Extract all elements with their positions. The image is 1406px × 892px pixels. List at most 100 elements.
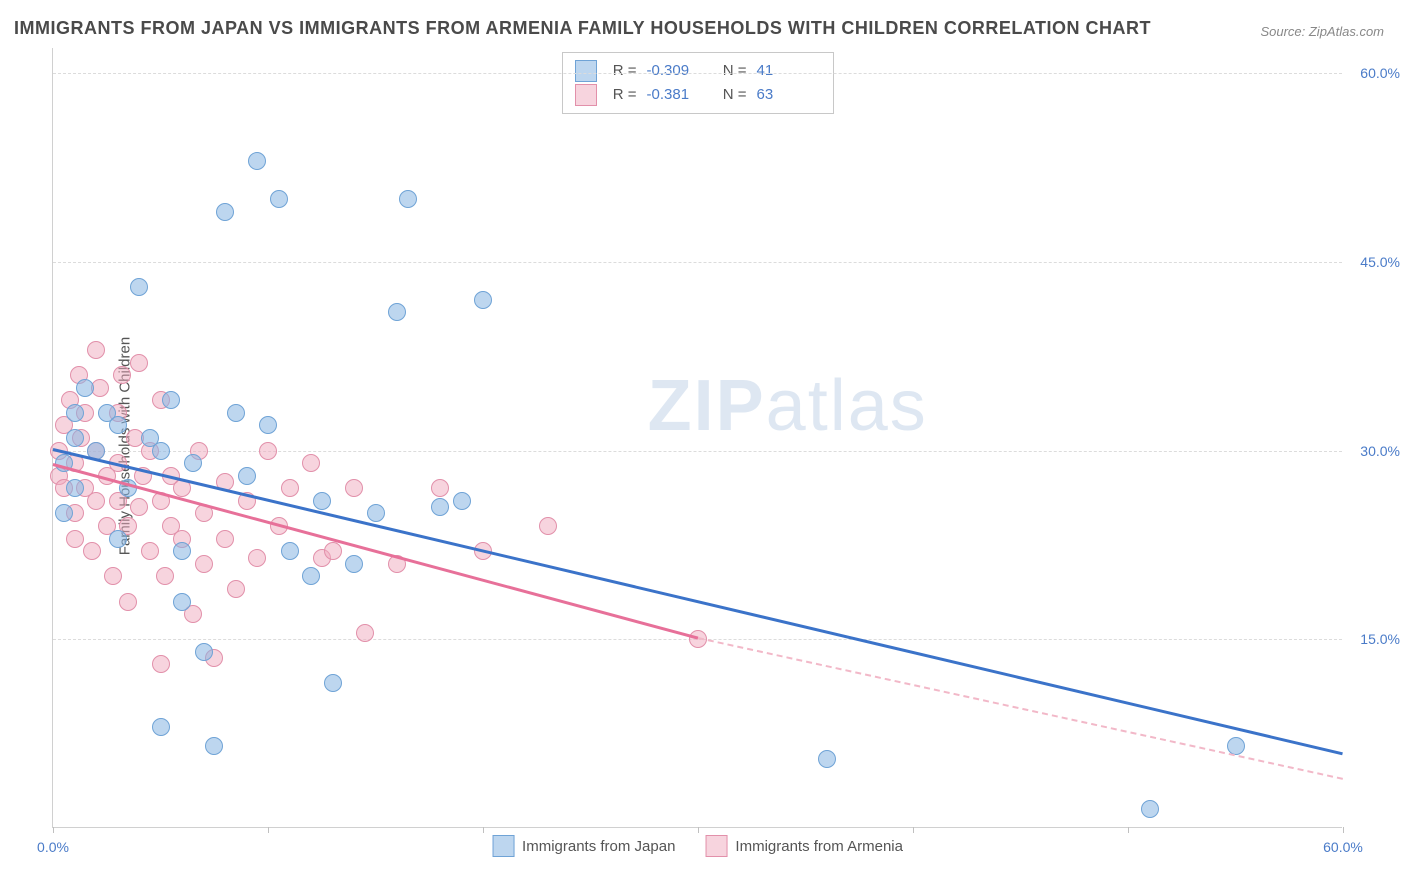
scatter-point-japan <box>259 416 277 434</box>
scatter-point-armenia <box>119 593 137 611</box>
scatter-point-armenia <box>431 479 449 497</box>
scatter-point-japan <box>162 391 180 409</box>
chart-title: IMMIGRANTS FROM JAPAN VS IMMIGRANTS FROM… <box>14 18 1151 39</box>
correlation-stats-box: R = -0.309 N = 41 R = -0.381 N = 63 <box>562 52 834 114</box>
scatter-point-japan <box>173 542 191 560</box>
scatter-point-armenia <box>83 542 101 560</box>
scatter-point-armenia <box>227 580 245 598</box>
stats-n-value: 63 <box>757 83 817 107</box>
scatter-point-japan <box>66 479 84 497</box>
scatter-point-japan <box>238 467 256 485</box>
scatter-point-japan <box>152 718 170 736</box>
x-tick-mark <box>53 827 54 833</box>
stats-swatch-blue <box>575 60 597 82</box>
x-tick-mark <box>268 827 269 833</box>
scatter-point-japan <box>184 454 202 472</box>
scatter-point-armenia <box>356 624 374 642</box>
scatter-point-japan <box>216 203 234 221</box>
x-tick-mark <box>483 827 484 833</box>
scatter-point-armenia <box>113 366 131 384</box>
gridline-h <box>53 73 1342 74</box>
stats-r-value: -0.309 <box>647 59 707 83</box>
scatter-point-japan <box>324 674 342 692</box>
scatter-point-japan <box>66 404 84 422</box>
scatter-point-armenia <box>87 492 105 510</box>
scatter-point-armenia <box>141 542 159 560</box>
scatter-point-japan <box>302 567 320 585</box>
stats-r-label: R = <box>607 59 637 83</box>
scatter-point-japan <box>66 429 84 447</box>
scatter-point-armenia <box>248 549 266 567</box>
trendline-armenia-dashed <box>698 637 1343 780</box>
trendline-japan <box>53 448 1344 755</box>
scatter-point-armenia <box>259 442 277 460</box>
scatter-point-japan <box>313 492 331 510</box>
legend-label-japan: Immigrants from Japan <box>522 838 675 855</box>
x-tick-mark <box>1128 827 1129 833</box>
y-tick-label: 60.0% <box>1360 65 1400 81</box>
scatter-point-japan <box>345 555 363 573</box>
scatter-point-armenia <box>130 354 148 372</box>
scatter-point-armenia <box>87 341 105 359</box>
scatter-point-japan <box>431 498 449 516</box>
legend-swatch-pink <box>705 835 727 857</box>
scatter-point-armenia <box>152 655 170 673</box>
x-tick-mark <box>1343 827 1344 833</box>
scatter-point-japan <box>109 530 127 548</box>
stats-row: R = -0.381 N = 63 <box>575 83 817 107</box>
source-attribution: Source: ZipAtlas.com <box>1260 24 1384 39</box>
scatter-point-japan <box>281 542 299 560</box>
scatter-point-japan <box>474 291 492 309</box>
scatter-point-armenia <box>130 498 148 516</box>
plot-area: ZIPatlas R =-0.309N =41R =-0.381N =63 Im… <box>52 48 1342 828</box>
scatter-point-armenia <box>302 454 320 472</box>
scatter-point-japan <box>248 152 266 170</box>
y-tick-label: 45.0% <box>1360 254 1400 270</box>
stats-n-label: N = <box>717 83 747 107</box>
gridline-h <box>53 451 1342 452</box>
scatter-point-japan <box>109 416 127 434</box>
watermark: ZIPatlas <box>648 365 928 447</box>
scatter-point-japan <box>130 278 148 296</box>
stats-n-value: 41 <box>757 59 817 83</box>
scatter-point-armenia <box>281 479 299 497</box>
x-tick-label: 60.0% <box>1323 839 1363 855</box>
scatter-point-japan <box>270 190 288 208</box>
scatter-point-japan <box>399 190 417 208</box>
x-tick-mark <box>913 827 914 833</box>
legend-label-armenia: Immigrants from Armenia <box>735 838 903 855</box>
scatter-point-japan <box>388 303 406 321</box>
scatter-point-armenia <box>216 530 234 548</box>
gridline-h <box>53 262 1342 263</box>
scatter-point-japan <box>195 643 213 661</box>
scatter-point-armenia <box>156 567 174 585</box>
x-tick-mark <box>698 827 699 833</box>
scatter-point-japan <box>1141 800 1159 818</box>
scatter-point-japan <box>205 737 223 755</box>
scatter-point-armenia <box>345 479 363 497</box>
x-tick-label: 0.0% <box>37 839 69 855</box>
legend-swatch-blue <box>492 835 514 857</box>
scatter-point-armenia <box>195 555 213 573</box>
stats-r-value: -0.381 <box>647 83 707 107</box>
y-tick-label: 15.0% <box>1360 631 1400 647</box>
y-tick-label: 30.0% <box>1360 443 1400 459</box>
stats-row: R = -0.309 N = 41 <box>575 59 817 83</box>
scatter-point-japan <box>173 593 191 611</box>
scatter-point-japan <box>55 504 73 522</box>
scatter-point-armenia <box>539 517 557 535</box>
scatter-point-japan <box>453 492 471 510</box>
scatter-point-japan <box>818 750 836 768</box>
scatter-point-japan <box>227 404 245 422</box>
stats-swatch-pink <box>575 84 597 106</box>
scatter-point-armenia <box>66 530 84 548</box>
bottom-legend: Immigrants from Japan Immigrants from Ar… <box>492 835 903 857</box>
scatter-point-japan <box>367 504 385 522</box>
stats-n-label: N = <box>717 59 747 83</box>
scatter-point-japan <box>152 442 170 460</box>
scatter-point-armenia <box>104 567 122 585</box>
stats-r-label: R = <box>607 83 637 107</box>
scatter-point-armenia <box>324 542 342 560</box>
legend-item-armenia: Immigrants from Armenia <box>705 835 903 857</box>
scatter-point-japan <box>76 379 94 397</box>
